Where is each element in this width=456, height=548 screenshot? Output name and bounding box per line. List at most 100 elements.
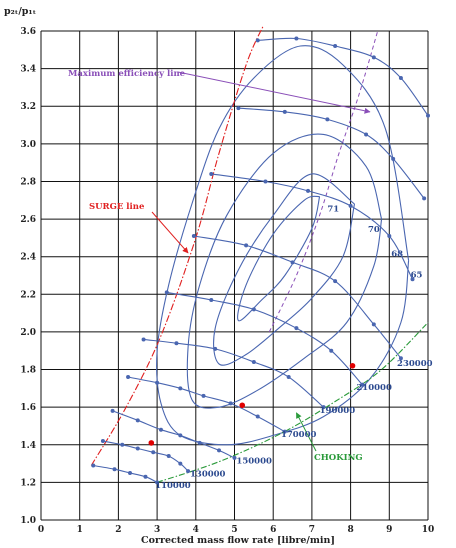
speed-line-point	[164, 290, 169, 295]
speed-line-point	[286, 375, 291, 380]
speed-line-point	[178, 433, 183, 438]
speed-line-point	[329, 348, 334, 353]
max-efficiency-label: Maximum efficiency line	[68, 69, 186, 79]
x-tick-label: 9	[386, 525, 392, 535]
x-tick-label: 2	[115, 525, 121, 535]
speed-label: 130000	[190, 470, 226, 480]
operating-point	[148, 440, 155, 446]
speed-line-point	[422, 196, 427, 201]
speed-line-point	[282, 429, 287, 434]
max-efficiency-line	[268, 30, 379, 333]
choke-line	[156, 322, 429, 483]
operating-point	[239, 402, 246, 409]
y-tick-label: 1.8	[20, 366, 36, 376]
surge-line	[90, 25, 265, 466]
speed-label: 190000	[320, 406, 356, 416]
speed-line	[143, 338, 324, 408]
y-tick-label: 3.6	[20, 27, 36, 37]
speed-line-point	[191, 234, 196, 239]
speed-line-point	[135, 418, 140, 423]
y-tick-label: 1.6	[20, 403, 36, 413]
speed-line-point	[426, 113, 430, 118]
speed-line-point	[294, 326, 299, 331]
speed-line	[166, 291, 363, 385]
speed-line-point	[306, 188, 311, 193]
x-tick-label: 7	[309, 525, 315, 535]
speed-line-point	[209, 171, 214, 176]
y-tick-label: 2.2	[20, 290, 36, 300]
x-tick-label: 4	[193, 525, 199, 535]
speed-line-point	[255, 414, 260, 419]
speed-line-point	[398, 76, 403, 81]
speed-line-point	[236, 106, 241, 111]
y-tick-label: 2.8	[20, 177, 36, 187]
operating-points	[148, 362, 356, 446]
speed-line-point	[112, 467, 117, 472]
speed-line-point	[391, 156, 396, 161]
speed-line-point	[110, 408, 115, 413]
speed-line-point	[209, 297, 214, 302]
speed-line-point	[128, 470, 133, 475]
speed-line-point	[333, 279, 338, 284]
speed-line-point	[263, 179, 268, 184]
efficiency-label: 65	[411, 270, 423, 280]
y-tick-label: 1.4	[20, 441, 36, 451]
speed-line-point	[232, 455, 237, 460]
y-tick-label: 3.2	[20, 102, 36, 112]
speed-line-point	[186, 469, 191, 474]
y-tick-label: 3.0	[20, 140, 36, 150]
speed-line-point	[348, 203, 353, 208]
speed-label: 110000	[155, 481, 191, 491]
y-tick-label: 2.0	[20, 328, 36, 338]
speed-line-point	[178, 461, 183, 466]
speed-line-point	[158, 427, 163, 432]
speed-line-point	[255, 38, 260, 43]
speed-line-point	[217, 448, 222, 453]
speed-line-point	[126, 375, 131, 380]
speed-label: 210000	[356, 383, 392, 393]
efficiency-contour	[213, 173, 356, 366]
speed-line-point	[294, 36, 299, 41]
efficiency-label: 70	[368, 225, 380, 235]
speed-line-point	[398, 356, 403, 361]
y-tick-label: 3.4	[20, 65, 36, 75]
speed-line-point	[333, 44, 338, 49]
speed-line	[193, 235, 402, 359]
axis-ticks: 0 1 2 3 4 5 6 7 8 9 10 1.0 1.2 1.4 1.6 1.8 2.0 2.2 2.4 2.6 2…	[20, 27, 434, 535]
y-tick-label: 2.6	[20, 215, 36, 225]
speed-line-point	[251, 307, 256, 312]
speed-line	[112, 410, 235, 459]
speed-line-point	[201, 393, 206, 398]
speed-line	[93, 464, 158, 483]
speed-line-point	[364, 132, 369, 137]
speed-line	[257, 37, 429, 116]
y-axis-title: p₂ₜ/p₁ₜ	[4, 6, 36, 17]
speed-line-point	[197, 440, 202, 445]
max-efficiency-arrow	[177, 71, 371, 114]
efficiency-islands: 71 70 68 65	[156, 45, 423, 446]
speed-line-point	[325, 117, 330, 122]
y-tick-label: 1.0	[20, 516, 36, 526]
x-tick-label: 10	[422, 525, 435, 535]
speed-line-point	[151, 450, 156, 455]
efficiency-contour	[237, 195, 321, 322]
speed-line-point	[251, 360, 256, 365]
speed-line-point	[155, 380, 160, 385]
speed-line-point	[321, 405, 326, 410]
operating-point	[349, 362, 356, 369]
efficiency-label: 71	[327, 205, 339, 215]
x-tick-label: 1	[77, 525, 83, 535]
speed-label: 150000	[236, 457, 272, 467]
speed-label: 230000	[397, 359, 433, 369]
surge-arrow	[151, 211, 189, 254]
y-tick-label: 2.4	[20, 253, 36, 263]
x-tick-label: 8	[347, 525, 353, 535]
speed-line-point	[360, 382, 365, 387]
speed-line	[127, 376, 286, 433]
speed-line-point	[166, 454, 171, 459]
speed-line-point	[290, 260, 295, 265]
x-tick-label: 6	[270, 525, 276, 535]
speed-line-point	[282, 109, 287, 114]
speed-line-point	[410, 277, 415, 282]
